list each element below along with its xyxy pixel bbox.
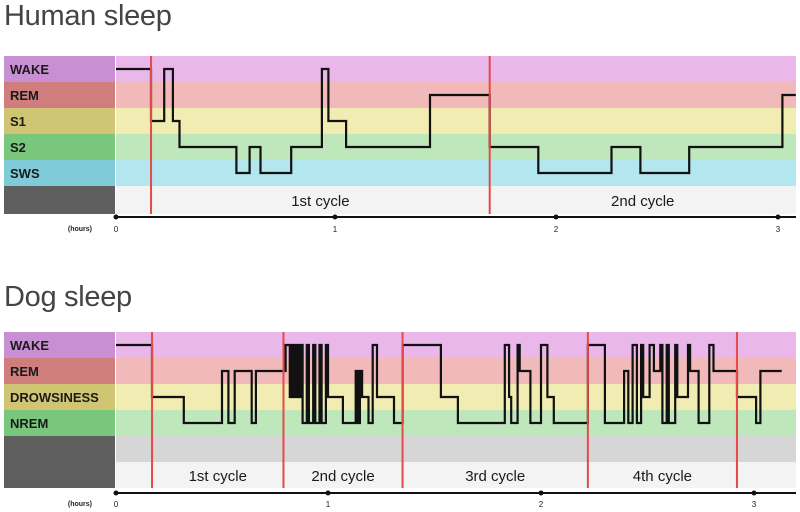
band-label-bg-s2 [4,134,115,160]
x-tick-label-0: 0 [114,225,119,234]
cycle-label-4: 4th cycle [633,468,692,485]
x-tick-label-3: 3 [776,225,781,234]
x-tick-label-2: 2 [539,500,544,509]
band-label-drowsiness: DROWSINESS [10,390,99,405]
dog-sleep-title: Dog sleep [4,281,132,313]
band-label-bg-drowsiness [4,384,115,410]
cycle-row [116,462,796,488]
hypnogram-line [116,343,782,425]
band-wake [116,56,796,82]
gray-row-label-bg [4,436,115,462]
band-label-s2: S2 [10,140,26,155]
x-tick-label-2: 2 [554,225,559,234]
band-label-bg-rem [4,82,115,108]
x-tick-2 [553,214,559,220]
chart-human-sleep: WAKE REM S1 S2 SWS 1st cycle 2nd cycle (hours) 0… [4,56,796,234]
x-tick-label-0: 0 [114,500,119,509]
x-tick-1 [332,214,338,220]
band-wake [116,332,796,358]
gray-row [116,436,796,462]
cycle-row-label-bg [4,186,115,214]
band-label-rem: REM [10,364,39,379]
human-sleep-title: Human sleep [4,0,172,32]
cycle-label-3: 3rd cycle [465,468,525,485]
band-label-wake: WAKE [10,338,49,353]
band-label-rem: REM [10,88,39,103]
x-axis-unit-label: (hours) [68,501,92,508]
cycle-row-label-bg [4,462,115,488]
x-tick-3 [775,214,781,220]
band-label-bg-sws [4,160,115,186]
band-label-s1: S1 [10,114,26,129]
band-label-bg-s1 [4,108,115,134]
band-label-wake: WAKE [10,62,49,77]
hypnogram-line [116,67,796,175]
band-label-bg-rem [4,358,115,384]
x-tick-0 [113,490,119,496]
cycle-label-2: 2nd cycle [611,193,674,210]
band-label-nrem: NREM [10,416,48,431]
band-label-bg-wake [4,332,115,358]
band-label-bg-wake [4,56,115,82]
cycle-label-2: 2nd cycle [311,468,374,485]
x-tick-label-3: 3 [752,500,757,509]
x-tick-0 [113,214,119,220]
band-sws [116,160,796,186]
band-s1 [116,108,796,134]
cycle-row [116,186,796,214]
cycle-label-1: 1st cycle [189,468,247,485]
band-label-sws: SWS [10,166,40,181]
x-tick-2 [538,490,544,496]
chart-dog-sleep: WAKE REM DROWSINESS NREM 1st cycle 2nd cycle 3… [4,332,796,509]
x-tick-1 [325,490,331,496]
x-axis-unit-label: (hours) [68,226,92,233]
x-tick-label-1: 1 [326,500,331,509]
x-tick-3 [751,490,757,496]
x-tick-label-1: 1 [333,225,338,234]
band-label-bg-nrem [4,410,115,436]
cycle-label-1: 1st cycle [291,193,349,210]
